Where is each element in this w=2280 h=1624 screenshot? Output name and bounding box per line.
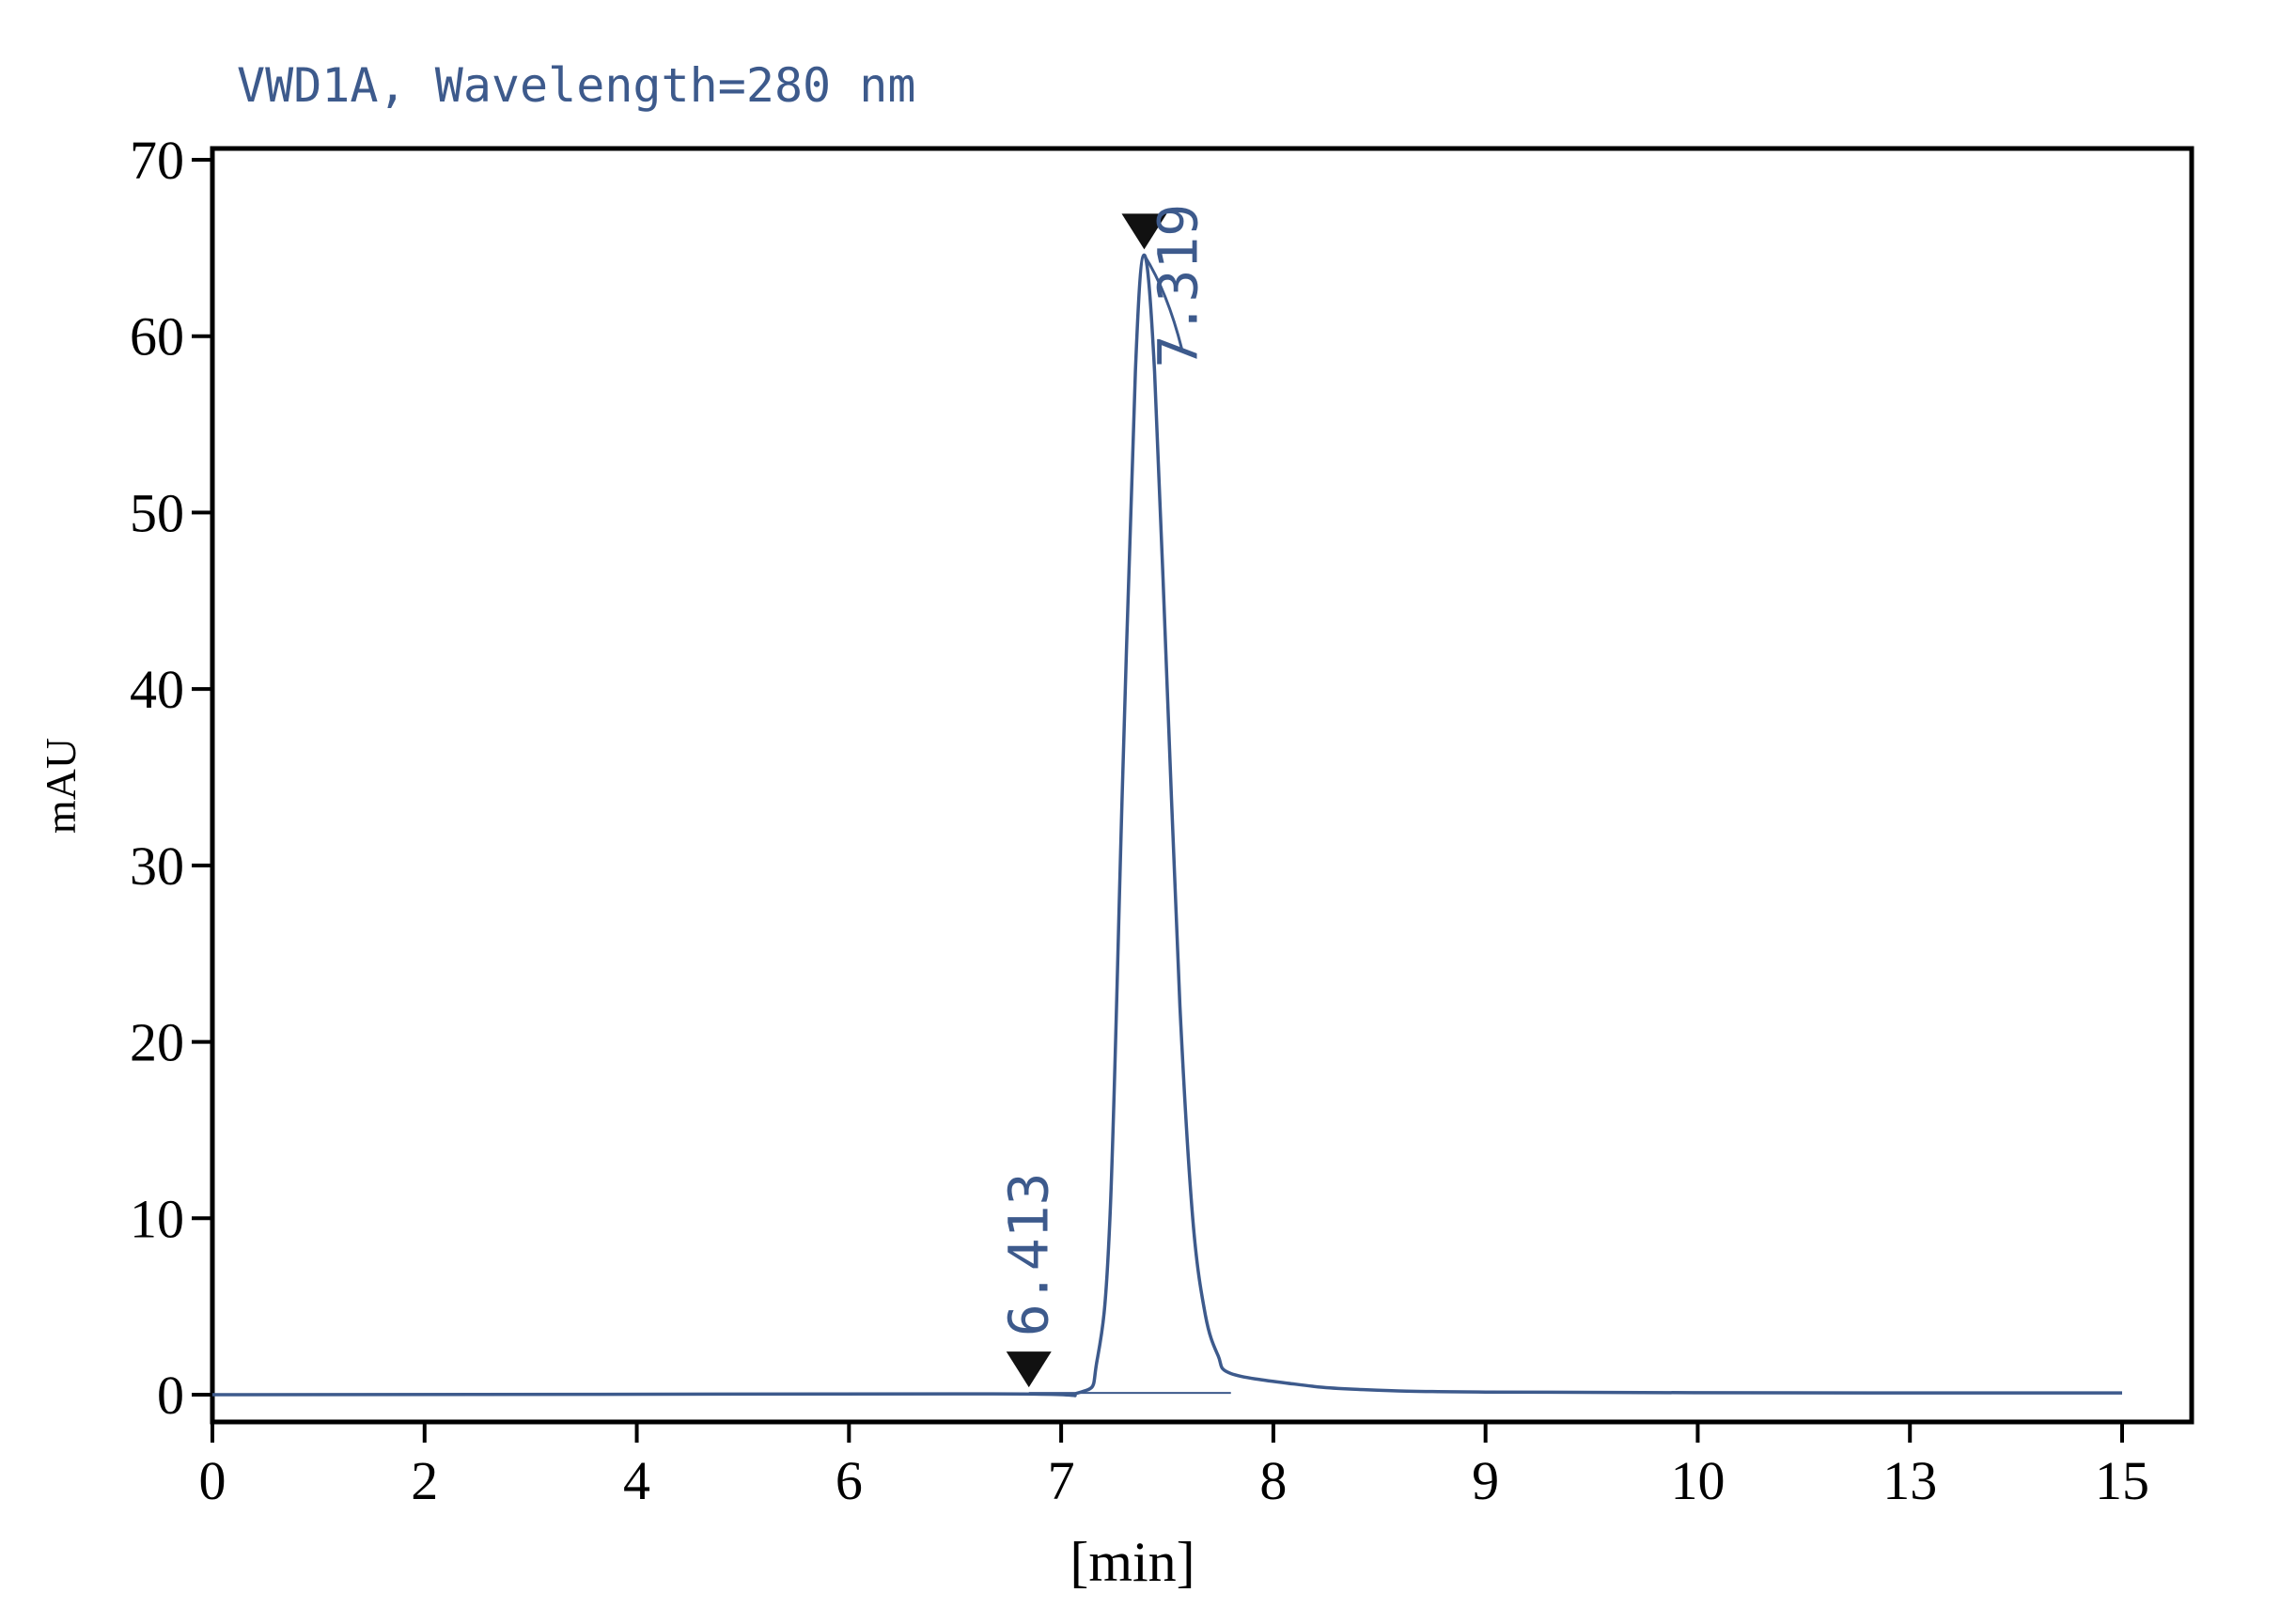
chart-title: VWD1A, Wavelength=280 nm bbox=[237, 58, 915, 113]
x-tick-label: 13 bbox=[1882, 1450, 1937, 1511]
x-tick-label: 8 bbox=[1259, 1450, 1287, 1511]
chromatogram-trace bbox=[211, 253, 2123, 1398]
x-tick-label: 7 bbox=[1048, 1450, 1075, 1511]
y-tick-label: 0 bbox=[157, 1365, 184, 1426]
peak-label-leader bbox=[1143, 254, 1183, 350]
peak-marker bbox=[1006, 1351, 1052, 1388]
y-axis-ticks: 0 10 20 30 40 50 60 70 bbox=[130, 130, 212, 1426]
trace-layer bbox=[211, 253, 2123, 1398]
y-tick-label: 30 bbox=[130, 835, 184, 897]
x-axis-ticks: 0 2 4 6 7 8 9 10 13 15 bbox=[199, 1422, 2149, 1511]
x-tick-label: 9 bbox=[1472, 1450, 1499, 1511]
x-tick-label: 4 bbox=[623, 1450, 650, 1511]
y-tick-label: 20 bbox=[130, 1012, 184, 1073]
x-tick-label: 15 bbox=[2095, 1450, 2149, 1511]
peak-marker bbox=[1121, 213, 1167, 250]
peak-label: 7.319 bbox=[1146, 204, 1210, 368]
y-tick-label: 10 bbox=[130, 1188, 184, 1249]
peak-label: 6.413 bbox=[997, 1173, 1061, 1337]
y-tick-label: 40 bbox=[130, 659, 184, 720]
y-tick-label: 50 bbox=[130, 482, 184, 543]
plot-frame bbox=[210, 146, 2194, 1425]
peak-annotations: 6.413 7.319 bbox=[997, 204, 1210, 1388]
y-tick-label: 70 bbox=[130, 130, 184, 191]
x-axis-label: [min] bbox=[1070, 1531, 1195, 1593]
x-tick-label: 6 bbox=[835, 1450, 863, 1511]
x-tick-label: 2 bbox=[411, 1450, 438, 1511]
x-tick-label: 10 bbox=[1670, 1450, 1725, 1511]
y-tick-label: 60 bbox=[130, 306, 184, 367]
x-tick-label: 0 bbox=[199, 1450, 226, 1511]
y-axis-label: mAU bbox=[37, 738, 85, 834]
